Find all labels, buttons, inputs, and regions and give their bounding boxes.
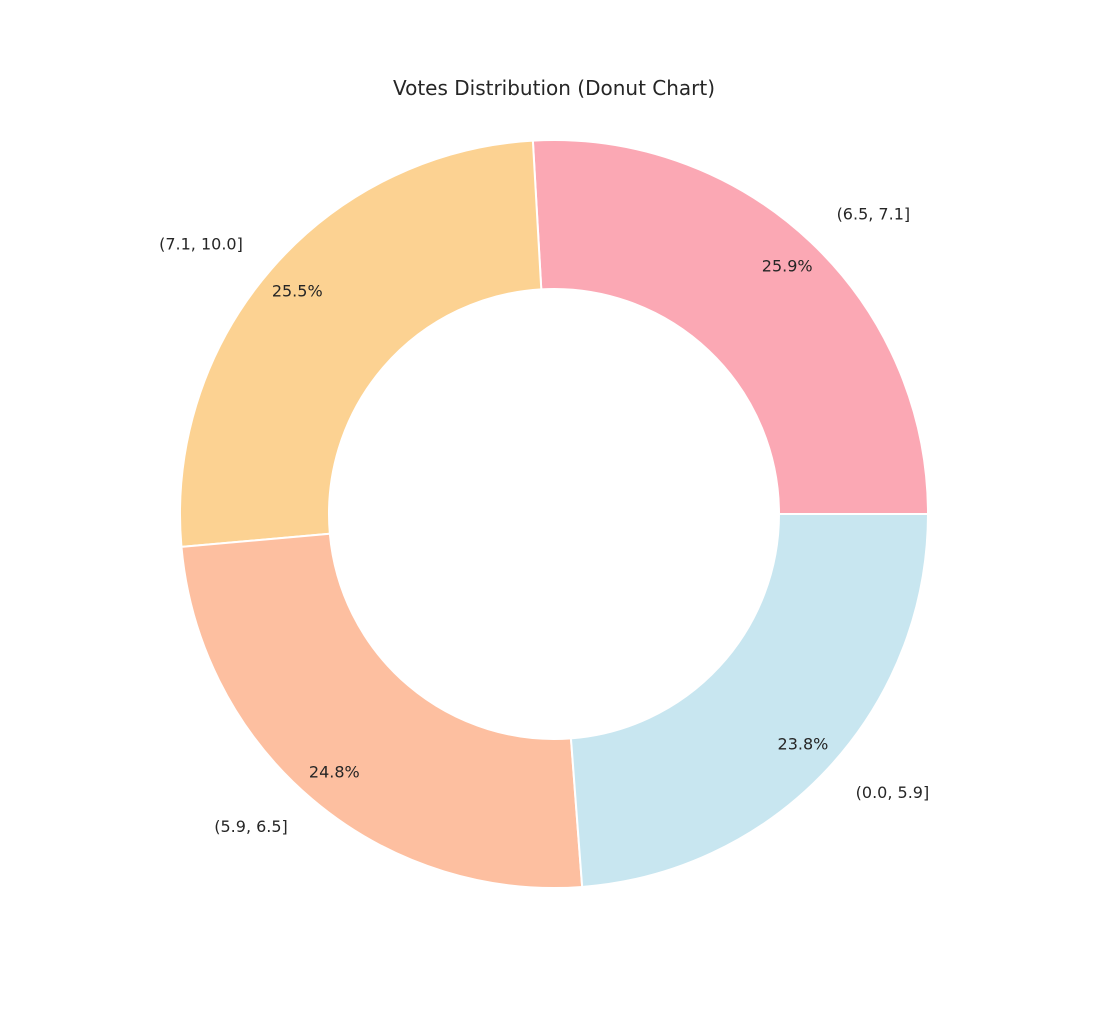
slice-label-1: (7.1, 10.0] (159, 234, 243, 253)
chart-title: Votes Distribution (Donut Chart) (393, 76, 715, 100)
slice-label-0: (6.5, 7.1] (837, 204, 911, 223)
slice-percent-2: 24.8% (309, 762, 360, 781)
percent-labels: 25.9% 25.5% 24.8% 23.8% (272, 257, 829, 782)
donut-slice-3 (569, 513, 930, 889)
slice-percent-1: 25.5% (272, 281, 323, 300)
donut-slice-0 (531, 139, 930, 515)
donut-slice-1 (179, 139, 543, 548)
slice-label-3: (0.0, 5.9] (856, 783, 930, 802)
slice-label-2: (5.9, 6.5] (214, 817, 288, 836)
slice-percent-0: 25.9% (762, 257, 813, 276)
slice-percent-3: 23.8% (778, 734, 829, 753)
slice-labels: (6.5, 7.1] (7.1, 10.0] (5.9, 6.5] (0.0, 5.9… (159, 204, 929, 836)
donut-slice-2 (180, 532, 584, 889)
donut-slices (179, 139, 930, 889)
